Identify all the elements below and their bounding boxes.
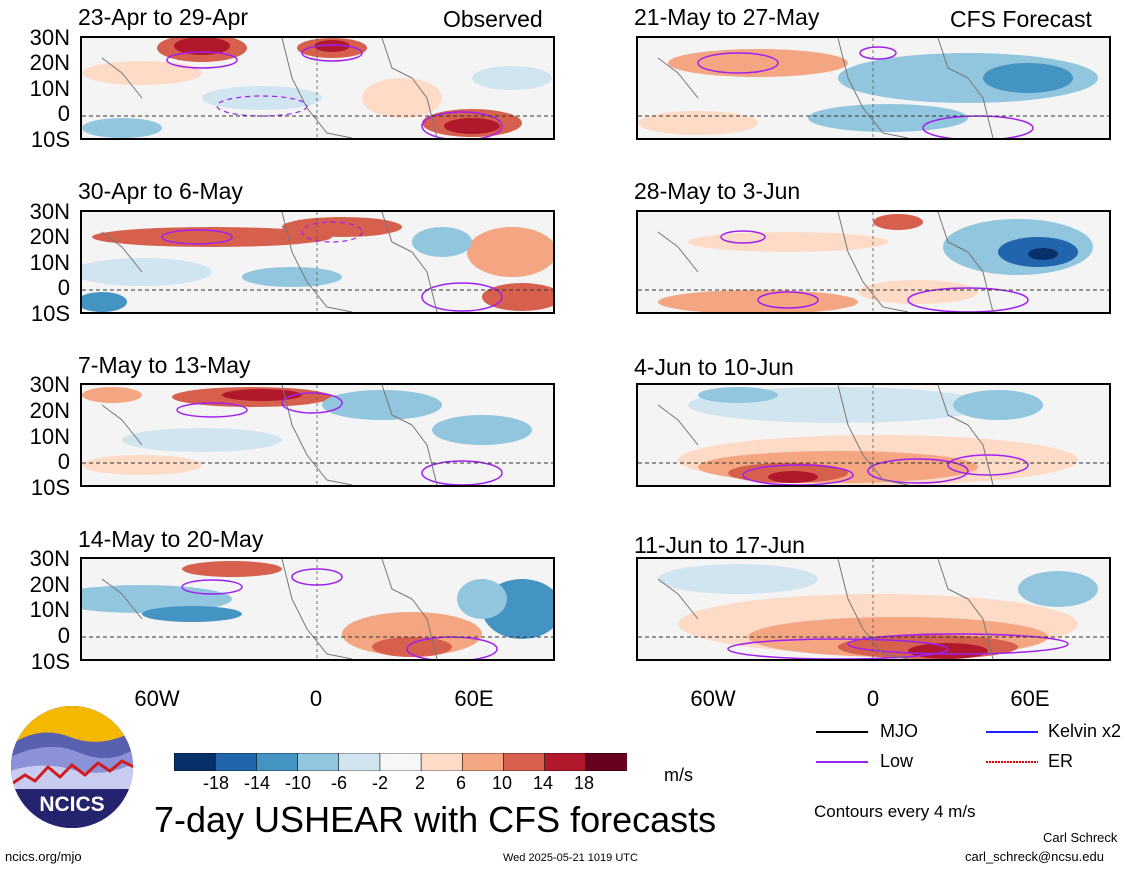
map-panel-observed-3 [80, 383, 555, 487]
lat-label: 10S [30, 127, 70, 152]
main-title: 7-day USHEAR with CFS forecasts [154, 799, 717, 840]
colorbar [173, 752, 628, 772]
colorbar-swatch [338, 752, 381, 772]
panel-title-6: 28-May to 3-Jun [634, 178, 801, 204]
lat-label: 20N [29, 224, 70, 249]
lon-label: 0 [866, 686, 880, 711]
map-panel-forecast-2 [636, 210, 1111, 314]
lon-label: 60W [690, 686, 736, 711]
logo-text: NCICS [39, 793, 104, 816]
colorbar-swatch [379, 752, 422, 772]
lat-label: 10N [29, 424, 70, 449]
lat-label: 30N [29, 25, 70, 50]
lon-label: 60W [134, 686, 180, 711]
lat-label: 10S [30, 649, 70, 674]
colorbar-swatch [544, 752, 587, 772]
panel-title-1: 23-Apr to 29-Apr [78, 4, 249, 30]
panel-title-8: 11-Jun to 17-Jun [634, 532, 805, 558]
observed-label: Observed [443, 6, 543, 32]
colorbar-label: -14 [243, 773, 270, 793]
contours-note: Contours every 4 m/s [814, 802, 976, 821]
map-panel-forecast-4 [636, 557, 1111, 661]
map-panel-forecast-3 [636, 383, 1111, 487]
lat-label: 20N [29, 398, 70, 423]
ncics-logo: NCICS [10, 705, 134, 829]
map-panel-observed-2 [80, 210, 555, 314]
legend-kelvin: Kelvin x2 [1048, 721, 1122, 741]
lon-label: 60E [1010, 686, 1050, 711]
footer-url: ncics.org/mjo [5, 849, 82, 864]
mjo-line-icon [816, 731, 868, 733]
lat-label: 0 [57, 101, 70, 126]
colorbar-label: -10 [284, 773, 311, 793]
colorbar-swatch [503, 752, 546, 772]
lat-label: 0 [57, 275, 70, 300]
colorbar-swatch [420, 752, 464, 772]
colorbar-units: m/s [664, 765, 693, 785]
panel-title-3: 7-May to 13-May [78, 352, 251, 378]
footer-author: Carl Schreck [1043, 830, 1118, 845]
colorbar-swatch [256, 752, 299, 772]
lat-label: 30N [29, 546, 70, 571]
map-panel-observed-4 [80, 557, 555, 661]
colorbar-label: -6 [330, 773, 347, 793]
lat-label: 0 [57, 449, 70, 474]
colorbar-swatch [461, 752, 505, 772]
map-panel-observed-1 [80, 36, 555, 140]
colorbar-swatch [585, 752, 628, 772]
colorbar-swatch [214, 752, 258, 772]
lat-label: 20N [29, 50, 70, 75]
lat-label: 10N [29, 597, 70, 622]
er-line-icon [986, 761, 1038, 763]
colorbar-label: -2 [371, 773, 388, 793]
legend-mjo: MJO [880, 721, 918, 741]
panel-title-7: 4-Jun to 10-Jun [634, 354, 794, 380]
colorbar-swatch [173, 752, 216, 772]
lat-label: 20N [29, 572, 70, 597]
colorbar-swatch [297, 752, 340, 772]
lat-label: 30N [29, 199, 70, 224]
colorbar-label: 10 [491, 773, 513, 793]
colorbar-label: -18 [202, 773, 229, 793]
panel-title-2: 30-Apr to 6-May [78, 178, 243, 204]
colorbar-label: 2 [414, 773, 425, 793]
footer-email: carl_schreck@ncsu.edu [965, 849, 1104, 864]
panel-title-5: 21-May to 27-May [634, 4, 820, 30]
map-panel-forecast-1 [636, 36, 1111, 140]
kelvin-line-icon [986, 731, 1038, 733]
forecast-label: CFS Forecast [950, 6, 1092, 32]
footer-timestamp: Wed 2025-05-21 1019 UTC [503, 852, 638, 864]
lat-label: 10N [29, 76, 70, 101]
legend-er: ER [1048, 751, 1074, 771]
panel-title-4: 14-May to 20-May [78, 526, 264, 552]
low-line-icon [816, 761, 868, 763]
lon-label: 0 [309, 686, 323, 711]
lat-label: 30N [29, 372, 70, 397]
lat-label: 10S [30, 475, 70, 500]
legend-low: Low [880, 751, 914, 771]
lat-label: 10S [30, 301, 70, 326]
lat-label: 10N [29, 250, 70, 275]
lon-label: 60E [454, 686, 494, 711]
colorbar-swatches [173, 752, 628, 772]
colorbar-label: 14 [532, 773, 554, 793]
colorbar-label: 6 [455, 773, 466, 793]
colorbar-label: 18 [573, 773, 595, 793]
lat-label: 0 [57, 623, 70, 648]
